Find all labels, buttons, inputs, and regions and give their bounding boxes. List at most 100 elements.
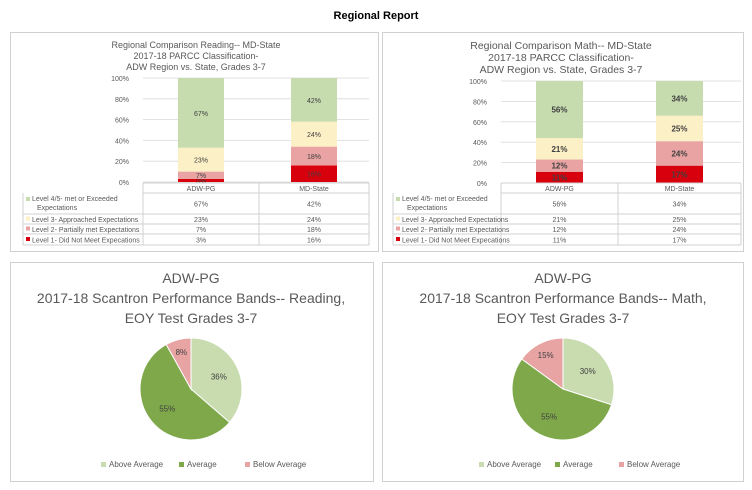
reading-pie-chart-panel: ADW-PG 2017-18 Scantron Performance Bands… bbox=[10, 262, 374, 482]
legend-label: Below Average bbox=[627, 460, 681, 469]
bar-data-label: 56% bbox=[551, 106, 567, 115]
pie-data-label: 8% bbox=[176, 348, 188, 357]
table-value: 12% bbox=[552, 227, 566, 234]
math-bar-chart: Regional Comparison Math-- MD-State2017-… bbox=[392, 40, 742, 246]
bar-data-label: 3% bbox=[196, 178, 206, 185]
table-value: 7% bbox=[196, 227, 206, 234]
series-name: Level 3- Approached Expectations bbox=[402, 217, 509, 224]
legend-key bbox=[26, 237, 30, 241]
pie-data-label: 55% bbox=[541, 412, 557, 421]
series-name: Level 3- Approached Expectations bbox=[32, 217, 139, 224]
series-name: Level 4/5- met or Exceeded bbox=[32, 196, 118, 203]
series-name: Expectations bbox=[407, 205, 448, 212]
bar-data-label: 67% bbox=[194, 111, 208, 118]
chart-title-line: 2017-18 PARCC Classification- bbox=[488, 52, 634, 64]
chart-title-line: Regional Comparison Reading-- MD-State bbox=[111, 40, 280, 50]
legend-label: Above Average bbox=[109, 460, 164, 469]
math-pie-chart-panel: ADW-PG 2017-18 Scantron Performance Bands… bbox=[382, 262, 744, 482]
bar-segment bbox=[656, 141, 703, 166]
table-value: 11% bbox=[553, 238, 567, 245]
y-tick-label: 0% bbox=[477, 181, 487, 188]
bar-segment bbox=[291, 146, 337, 166]
bar-segment bbox=[656, 165, 703, 183]
table-value: 34% bbox=[672, 202, 686, 209]
pie-slice bbox=[562, 337, 615, 406]
pie-data-label: 36% bbox=[211, 372, 227, 381]
chart-title-line: 2017-18 PARCC Classification- bbox=[134, 51, 259, 61]
y-tick-label: 80% bbox=[115, 97, 129, 104]
bar-segment bbox=[291, 165, 337, 182]
category-label: MD-State bbox=[299, 186, 329, 193]
y-tick-label: 100% bbox=[469, 79, 487, 86]
pie-data-label: 15% bbox=[538, 351, 554, 360]
bar-data-label: 24% bbox=[307, 132, 321, 139]
math-pie-chart: ADW-PG 2017-18 Scantron Performance Bands… bbox=[419, 270, 706, 469]
legend-label: Below Average bbox=[253, 460, 307, 469]
table-value: 56% bbox=[552, 202, 566, 209]
pie-slice bbox=[521, 337, 564, 390]
pie-data-label: 30% bbox=[580, 367, 596, 376]
legend-key bbox=[26, 226, 30, 231]
bar-segment bbox=[178, 171, 224, 179]
legend-key bbox=[26, 216, 30, 221]
bar-data-label: 24% bbox=[671, 149, 687, 158]
y-tick-label: 40% bbox=[473, 140, 487, 147]
legend-key bbox=[101, 462, 106, 467]
pie-slice bbox=[511, 358, 613, 441]
table-value: 21% bbox=[552, 217, 566, 224]
series-name: Level 1- Did Not Meet Expecations bbox=[402, 238, 510, 245]
series-name: Expectations bbox=[37, 205, 78, 212]
bar-data-label: 11% bbox=[552, 173, 568, 182]
bar-segment bbox=[536, 171, 583, 183]
legend-key bbox=[26, 197, 30, 201]
pie-slice bbox=[190, 337, 243, 424]
y-tick-label: 60% bbox=[473, 120, 487, 127]
bar-data-label: 17% bbox=[671, 170, 687, 179]
legend-key bbox=[179, 462, 184, 467]
legend-key bbox=[396, 226, 400, 231]
table-value: 23% bbox=[194, 217, 208, 224]
bar-data-label: 12% bbox=[551, 162, 567, 171]
y-tick-label: 80% bbox=[473, 99, 487, 106]
table-value: 18% bbox=[307, 227, 321, 234]
table-value: 17% bbox=[672, 238, 686, 245]
pie-data-label: 55% bbox=[159, 404, 175, 413]
series-name: Level 2- Partially met Expectations bbox=[402, 227, 510, 234]
legend-key bbox=[619, 462, 624, 467]
bar-data-label: 25% bbox=[671, 124, 687, 133]
legend-label: Average bbox=[187, 460, 217, 469]
chart-title-line: ADW-PG bbox=[162, 270, 219, 286]
legend-key bbox=[479, 462, 484, 467]
chart-title-line: ADW-PG bbox=[534, 270, 591, 286]
legend-key bbox=[555, 462, 560, 467]
table-value: 42% bbox=[307, 202, 321, 209]
bar-data-label: 16% bbox=[307, 172, 321, 179]
bar-segment bbox=[291, 78, 337, 122]
chart-title-line: Regional Comparison Math-- MD-State bbox=[470, 40, 652, 52]
table-value: 67% bbox=[194, 202, 208, 209]
bar-segment bbox=[178, 78, 224, 148]
series-name: Level 1- Did Not Meet Expecations bbox=[32, 238, 140, 245]
bar-segment bbox=[536, 138, 583, 160]
series-name: Level 4/5- met or Exceeded bbox=[402, 196, 488, 203]
bar-data-label: 42% bbox=[307, 98, 321, 105]
y-tick-label: 40% bbox=[115, 138, 129, 145]
category-label: ADW-PG bbox=[187, 186, 216, 193]
bar-data-label: 7% bbox=[196, 173, 206, 180]
bar-data-label: 18% bbox=[307, 154, 321, 161]
chart-title-line: EOY Test Grades 3-7 bbox=[125, 310, 258, 326]
bar-data-label: 34% bbox=[671, 94, 687, 103]
math-bar-chart-panel: Regional Comparison Math-- MD-State 2017-… bbox=[382, 32, 744, 252]
y-tick-label: 60% bbox=[115, 118, 129, 125]
chart-title-line: ADW Region vs. State, Grades 3-7 bbox=[480, 64, 643, 76]
chart-title-line: 2017-18 Scantron Performance Bands-- Rea… bbox=[37, 290, 345, 306]
legend-key bbox=[245, 462, 250, 467]
bar-data-label: 21% bbox=[551, 145, 567, 154]
pie-slice bbox=[139, 343, 231, 441]
pie-slice bbox=[165, 337, 192, 391]
legend-label: Above Average bbox=[487, 460, 542, 469]
table-value: 24% bbox=[672, 227, 686, 234]
y-tick-label: 20% bbox=[115, 159, 129, 166]
bar-segment bbox=[536, 159, 583, 172]
